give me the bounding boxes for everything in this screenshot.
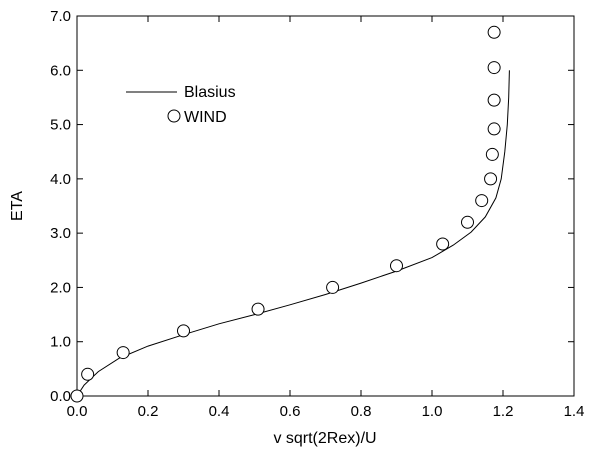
series-layer [70, 25, 510, 403]
x-tick-label: 0.8 [351, 403, 372, 420]
legend-label-blasius: Blasius [184, 84, 236, 101]
legend-circle-marker [167, 109, 181, 123]
x-tick-label: 1.2 [493, 403, 514, 420]
x-axis-title: v sqrt(2Rex)/U [273, 430, 376, 447]
x-tick-label: 1.4 [564, 403, 585, 420]
data-point-wind [487, 25, 501, 39]
legend: Blasius WIND [126, 84, 236, 126]
plot-frame [76, 15, 575, 397]
x-tick-label: 0.4 [209, 403, 230, 420]
data-point-wind [475, 194, 489, 208]
data-point-wind [436, 237, 450, 251]
y-tick-label: 4.0 [50, 171, 71, 188]
data-point-wind [251, 302, 265, 316]
series-line-blasius [76, 70, 510, 397]
legend-label-wind: WIND [184, 109, 227, 126]
x-tick-label: 0.2 [138, 403, 159, 420]
x-tick-label: 0.6 [280, 403, 301, 420]
y-tick-label: 7.0 [50, 8, 71, 25]
axis-ticks: 0.0 0.2 0.4 0.6 0.8 1.0 1.2 1.4 0.0 1.0 2.0 3.0 4.0 5… [50, 8, 584, 420]
y-tick-label: 0.0 [50, 388, 71, 405]
y-tick-label: 2.0 [50, 279, 71, 296]
y-tick-label: 1.0 [50, 334, 71, 351]
data-point-wind [485, 147, 499, 161]
data-point-wind [484, 172, 498, 186]
data-point-wind [116, 346, 130, 360]
data-point-wind [487, 122, 501, 136]
data-point-wind [487, 61, 501, 75]
y-tick-label: 3.0 [50, 225, 71, 242]
data-point-wind [70, 389, 84, 403]
data-point-wind [461, 215, 474, 229]
y-tick-label: 6.0 [50, 62, 71, 79]
y-axis-title: ETA [9, 191, 26, 221]
data-point-wind [487, 93, 501, 107]
y-tick-label: 5.0 [50, 117, 71, 134]
x-tick-label: 1.0 [422, 403, 443, 420]
data-point-wind [177, 324, 190, 338]
data-point-wind [81, 367, 95, 381]
x-tick-label: 0.0 [67, 403, 88, 420]
data-point-wind [390, 259, 403, 273]
data-point-wind [326, 280, 340, 294]
